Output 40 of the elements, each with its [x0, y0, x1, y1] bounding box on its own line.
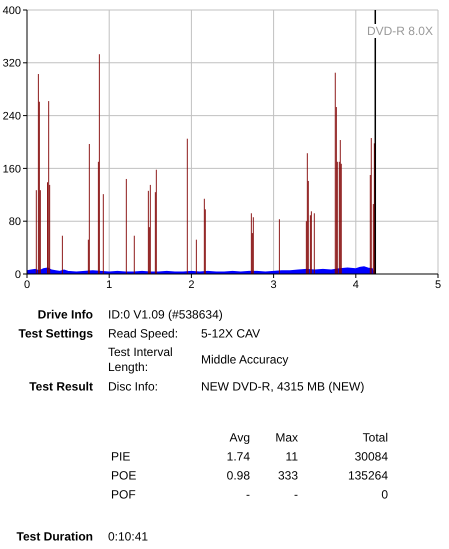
y-tick-label: 240: [2, 110, 21, 123]
text: 135264: [348, 468, 388, 482]
x-tick-label: 3: [270, 278, 277, 291]
text: 11: [286, 450, 298, 464]
text: -: [294, 488, 298, 502]
y-tick-label: 80: [8, 216, 21, 228]
text: Avg: [228, 430, 250, 446]
text: Test Settings: [18, 326, 93, 342]
x-tick-label: 1: [106, 278, 112, 291]
text: 0.98: [226, 468, 250, 482]
text: Middle Accuracy: [201, 352, 288, 368]
text: ID:0 V1.09 (#538634): [108, 308, 223, 322]
text: Read Speed:: [108, 326, 178, 342]
text: Test Interval Length:: [108, 345, 174, 375]
text: PIE: [111, 450, 130, 464]
x-tick-label: 0: [24, 278, 30, 291]
y-tick-label: 320: [2, 58, 21, 70]
text: 0:10:41: [108, 530, 148, 544]
text: Total: [362, 430, 388, 444]
x-tick-label: 2: [188, 278, 194, 291]
text: Max: [275, 430, 298, 444]
x-tick-label: 5: [434, 278, 442, 291]
annotation: DVD-R 8.0X: [364, 24, 435, 38]
y-tick-label: 400: [2, 4, 21, 17]
text: 30084: [354, 450, 388, 464]
y-tick-label: 160: [2, 163, 21, 176]
text: Test Duration: [16, 530, 93, 544]
text: Drive Info: [36, 308, 93, 322]
text: POE: [111, 468, 136, 484]
text: Disc Info:: [108, 380, 158, 394]
text: -: [246, 488, 250, 502]
text: NEW DVD-R, 4315 MB (NEW): [201, 380, 364, 394]
text: Test Result: [28, 380, 93, 394]
y-tick-label: 0: [14, 268, 21, 281]
text: 1.74: [226, 450, 250, 464]
x-tick-label: 4: [352, 278, 359, 291]
text: 5-12X CAV: [201, 326, 260, 342]
text: POF: [111, 488, 136, 502]
text: 0: [381, 488, 388, 502]
text: 333: [278, 468, 298, 482]
